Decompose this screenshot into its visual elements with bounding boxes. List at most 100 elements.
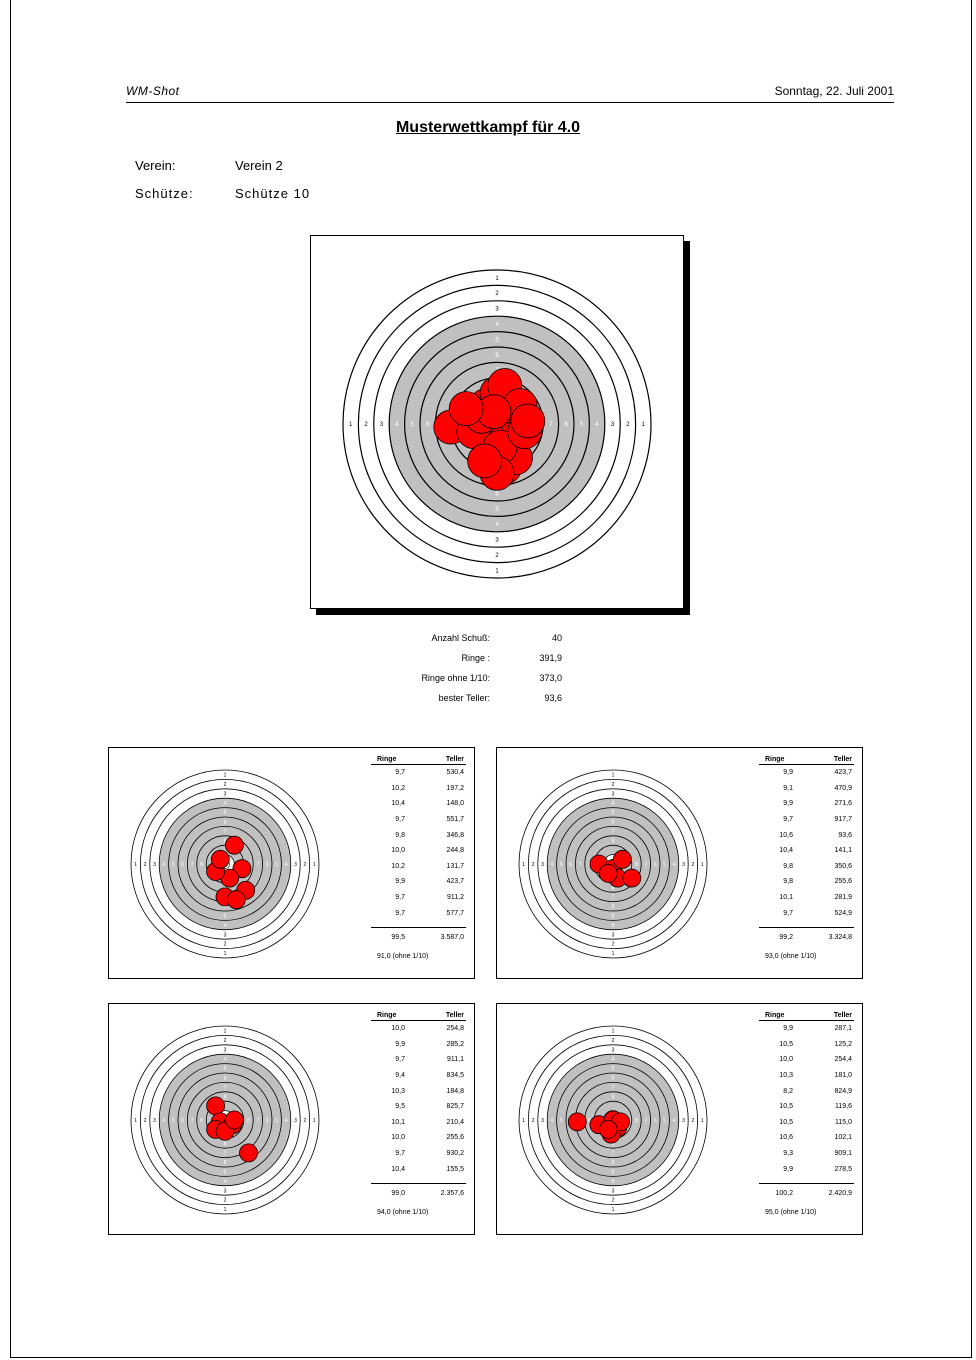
ohne-label: (ohne 1/10) xyxy=(780,952,817,960)
total-teller: 2.357,6 xyxy=(440,1189,464,1197)
ring-number-label: 3 xyxy=(682,862,685,868)
ringe-cell: 9,7 xyxy=(783,816,793,824)
ring-number-label: 6 xyxy=(612,819,615,825)
table-row: 9,7 524,9 xyxy=(759,905,854,921)
ring-number-label: 6 xyxy=(224,1160,227,1166)
ring-number-label: 5 xyxy=(275,862,278,868)
shot-hole xyxy=(206,1096,225,1116)
rings-without-tenth-label: Ringe ohne 1/10: xyxy=(421,673,490,683)
teller-cell: 551,7 xyxy=(446,816,464,824)
ring-number-label: 3 xyxy=(612,1188,615,1194)
schuetze-value: Schütze 10 xyxy=(235,186,311,201)
ringe-cell: 9,4 xyxy=(395,1072,405,1080)
ring-number-label: 1 xyxy=(134,862,137,868)
teller-cell: 287,1 xyxy=(834,1025,852,1033)
ring-number-label: 8 xyxy=(612,838,615,844)
table-row: 9,7 530,4 xyxy=(371,765,466,781)
ring-number-label: 3 xyxy=(380,422,384,428)
ring-number-label: 5 xyxy=(663,1118,666,1124)
report-title-text: Musterwettkampf für 4.0 xyxy=(395,119,581,136)
table-row: 10,3 184,8 xyxy=(371,1083,466,1099)
report-title: Musterwettkampf für 4.0 xyxy=(0,119,976,137)
ringe-cell: 10,5 xyxy=(779,1118,793,1126)
ring-number-label: 3 xyxy=(612,1047,615,1053)
teller-cell: 184,8 xyxy=(446,1087,464,1095)
ringe-cell: 9,9 xyxy=(783,800,793,808)
ringe-cell: 9,7 xyxy=(395,1150,405,1158)
summary-stats: Anzahl Schuß: 40 Ringe : 391,9 Ringe ohne … xyxy=(380,628,562,708)
table-row: 9,9 423,7 xyxy=(371,874,466,890)
shot-hole xyxy=(226,890,246,910)
shot-hole xyxy=(510,403,546,439)
teller-cell: 210,4 xyxy=(446,1118,464,1126)
table-row: 9,9 423,7 xyxy=(759,765,854,781)
table-row: 9,9 278,5 xyxy=(759,1161,854,1177)
best-teller-value: 93,6 xyxy=(544,693,562,703)
ring-number-label: 1 xyxy=(701,1118,704,1124)
ring-number-label: 3 xyxy=(224,1188,227,1194)
ring-number-label: 3 xyxy=(495,538,499,544)
ring-number-label: 7 xyxy=(612,1151,615,1157)
ring-number-label: 5 xyxy=(612,913,615,919)
col-teller-header: Teller xyxy=(833,756,852,763)
ringe-cell: 9,1 xyxy=(783,784,793,792)
ring-number-label: 8 xyxy=(224,1141,227,1147)
ringe-cell: 9,8 xyxy=(783,862,793,870)
ring-number-label: 4 xyxy=(163,1118,166,1124)
header-divider xyxy=(126,102,894,103)
ring-number-label: 5 xyxy=(224,1169,227,1175)
ringe-cell: 9,8 xyxy=(395,831,405,839)
ring-number-label: 2 xyxy=(626,422,630,428)
rings-value: 391,9 xyxy=(539,653,562,663)
ring-number-label: 3 xyxy=(153,1118,156,1124)
ring-number-label: 7 xyxy=(224,1151,227,1157)
table-row: 9,8 350,6 xyxy=(759,859,854,875)
rings-label: Ringe : xyxy=(461,653,490,663)
ring-number-label: 6 xyxy=(224,1075,227,1081)
table-row: 9,3 909,1 xyxy=(759,1146,854,1162)
ringe-cell: 9,7 xyxy=(783,909,793,917)
ring-number-label: 3 xyxy=(224,791,227,797)
ringe-cell: 10,5 xyxy=(779,1040,793,1048)
table-row: 9,7 911,2 xyxy=(371,890,466,906)
ring-number-label: 1 xyxy=(495,276,499,282)
teller-cell: 93,6 xyxy=(838,831,852,839)
series-table: Ringe Teller 9,9 423,7 9,1 470,9 9,9 271,6 9,7 91… xyxy=(759,756,854,960)
ringe-cell: 10,4 xyxy=(391,800,405,808)
teller-cell: 131,7 xyxy=(446,862,464,870)
table-header: Ringe Teller xyxy=(759,756,854,765)
teller-cell: 911,2 xyxy=(447,894,464,902)
rings-without-tenth-value: 373,0 xyxy=(539,673,562,683)
ringe-cell: 10,0 xyxy=(391,1025,405,1033)
table-row: 9,9 285,2 xyxy=(371,1037,466,1053)
teller-cell: 470,9 xyxy=(834,784,852,792)
table-row: 9,9 287,1 xyxy=(759,1021,854,1037)
table-row: 10,5 125,2 xyxy=(759,1037,854,1053)
table-row: 9,7 551,7 xyxy=(371,812,466,828)
ring-number-label: 6 xyxy=(569,862,572,868)
ring-number-label: 5 xyxy=(224,1066,227,1072)
ring-number-label: 1 xyxy=(612,951,615,957)
ringe-cell: 9,3 xyxy=(783,1150,793,1158)
ring-number-label: 6 xyxy=(266,1118,269,1124)
ring-number-label: 5 xyxy=(612,1169,615,1175)
teller-cell: 930,2 xyxy=(446,1150,464,1158)
ring-number-label: 8 xyxy=(200,862,203,868)
table-header: Ringe Teller xyxy=(759,1012,854,1021)
teller-cell: 278,5 xyxy=(834,1165,852,1173)
ring-number-label: 6 xyxy=(612,904,615,910)
total-teller: 2.420,9 xyxy=(828,1189,852,1197)
table-row: 10,0 255,6 xyxy=(371,1130,466,1146)
shot-count-label: Anzahl Schuß: xyxy=(431,633,490,643)
table-row: 9,8 255,6 xyxy=(759,874,854,890)
table-row: 10,3 181,0 xyxy=(759,1068,854,1084)
teller-cell: 254,4 xyxy=(834,1056,852,1064)
ring-number-label: 8 xyxy=(612,885,615,891)
shot-hole xyxy=(225,835,244,855)
ring-number-label: 2 xyxy=(304,1118,307,1124)
teller-cell: 155,5 xyxy=(446,1165,464,1173)
ring-number-label: 6 xyxy=(426,422,430,428)
